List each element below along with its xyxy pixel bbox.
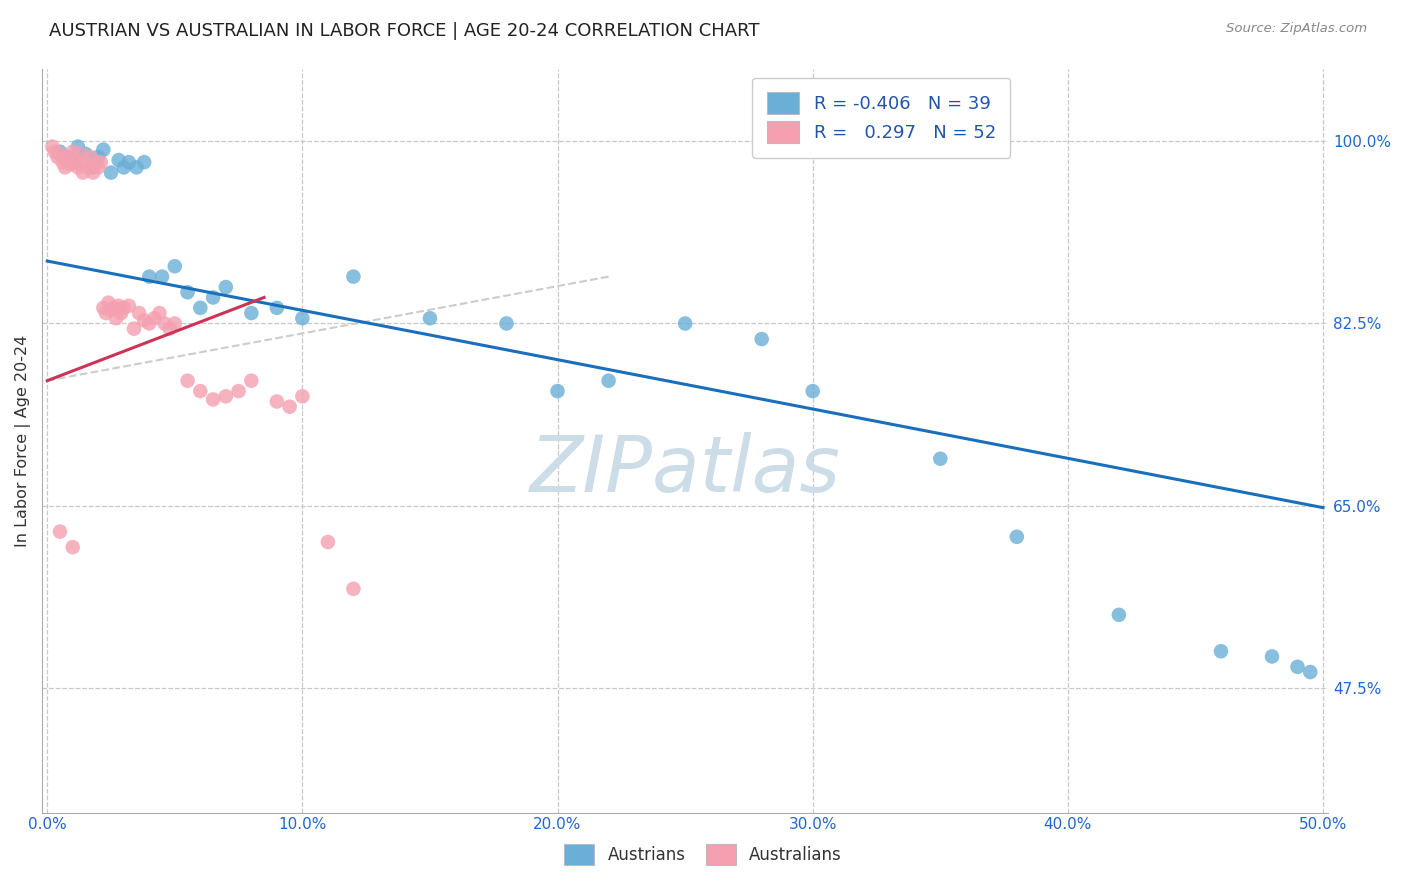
Point [202, 392, 225, 407]
Point [46, 150, 69, 164]
Point [138, 317, 160, 331]
Point [94, 306, 117, 320]
Text: Source: ZipAtlas.com: Source: ZipAtlas.com [1226, 22, 1367, 36]
Point [49, 145, 72, 159]
Point [547, 384, 569, 398]
Point [148, 306, 170, 320]
Point [112, 161, 135, 175]
Point [66, 139, 89, 153]
Point [1005, 530, 1028, 544]
Point [100, 302, 122, 317]
Point [77, 161, 100, 175]
Point [66, 161, 89, 175]
Point [202, 290, 225, 304]
Point [801, 384, 824, 398]
Point [75, 146, 97, 161]
Point [1108, 607, 1130, 622]
Point [79, 150, 101, 164]
Point [342, 269, 364, 284]
Point [62, 540, 84, 554]
Point [49, 524, 72, 539]
Point [103, 301, 125, 315]
Point [107, 153, 129, 167]
Point [228, 384, 250, 398]
Point [122, 321, 145, 335]
Point [87, 150, 110, 164]
Point [82, 161, 104, 175]
Point [673, 317, 696, 331]
Point [176, 374, 198, 388]
Point [278, 400, 301, 414]
Point [51, 155, 73, 169]
Point [291, 311, 314, 326]
Point [110, 306, 132, 320]
Point [118, 299, 141, 313]
Point [1299, 665, 1322, 679]
Point [59, 157, 82, 171]
Point [128, 306, 150, 320]
Point [188, 384, 211, 398]
Point [153, 317, 176, 331]
Text: ZIPatlas: ZIPatlas [530, 433, 841, 508]
Legend: R = -0.406   N = 39, R =   0.297   N = 52: R = -0.406 N = 39, R = 0.297 N = 52 [752, 78, 1011, 158]
Point [44, 145, 66, 159]
Point [62, 145, 84, 159]
Point [495, 317, 517, 331]
Point [105, 311, 128, 326]
Point [84, 157, 107, 171]
Point [163, 259, 186, 273]
Point [75, 155, 97, 169]
Point [72, 165, 94, 179]
Point [125, 161, 148, 175]
Point [138, 269, 160, 284]
Point [188, 301, 211, 315]
Point [1286, 660, 1309, 674]
Point [112, 301, 135, 315]
Point [82, 165, 104, 179]
Point [49, 146, 72, 161]
Point [93, 301, 115, 315]
Point [159, 321, 181, 335]
Point [419, 311, 441, 326]
Point [215, 389, 238, 403]
Point [143, 311, 166, 326]
Point [342, 582, 364, 596]
Point [316, 535, 339, 549]
Point [41, 139, 63, 153]
Point [56, 150, 79, 164]
Point [97, 295, 120, 310]
Point [65, 155, 87, 169]
Point [176, 285, 198, 300]
Point [69, 146, 91, 161]
Point [291, 389, 314, 403]
Point [118, 155, 141, 169]
Point [1261, 649, 1284, 664]
Text: AUSTRIAN VS AUSTRALIAN IN LABOR FORCE | AGE 20-24 CORRELATION CHART: AUSTRIAN VS AUSTRALIAN IN LABOR FORCE | … [49, 22, 759, 40]
Point [240, 306, 263, 320]
Point [240, 374, 263, 388]
Point [751, 332, 773, 346]
Point [134, 313, 156, 327]
Point [93, 143, 115, 157]
Point [53, 161, 76, 175]
Point [163, 317, 186, 331]
Legend: Austrians, Australians: Austrians, Australians [555, 836, 851, 873]
Point [134, 155, 156, 169]
Point [100, 165, 122, 179]
Point [266, 394, 288, 409]
Point [150, 269, 173, 284]
Point [62, 155, 84, 169]
Point [56, 150, 79, 164]
Point [215, 280, 238, 294]
Point [266, 301, 288, 315]
Point [87, 161, 110, 175]
Point [598, 374, 620, 388]
Point [929, 451, 952, 466]
Point [107, 299, 129, 313]
Point [1209, 644, 1232, 658]
Point [90, 155, 112, 169]
Y-axis label: In Labor Force | Age 20-24: In Labor Force | Age 20-24 [15, 334, 31, 547]
